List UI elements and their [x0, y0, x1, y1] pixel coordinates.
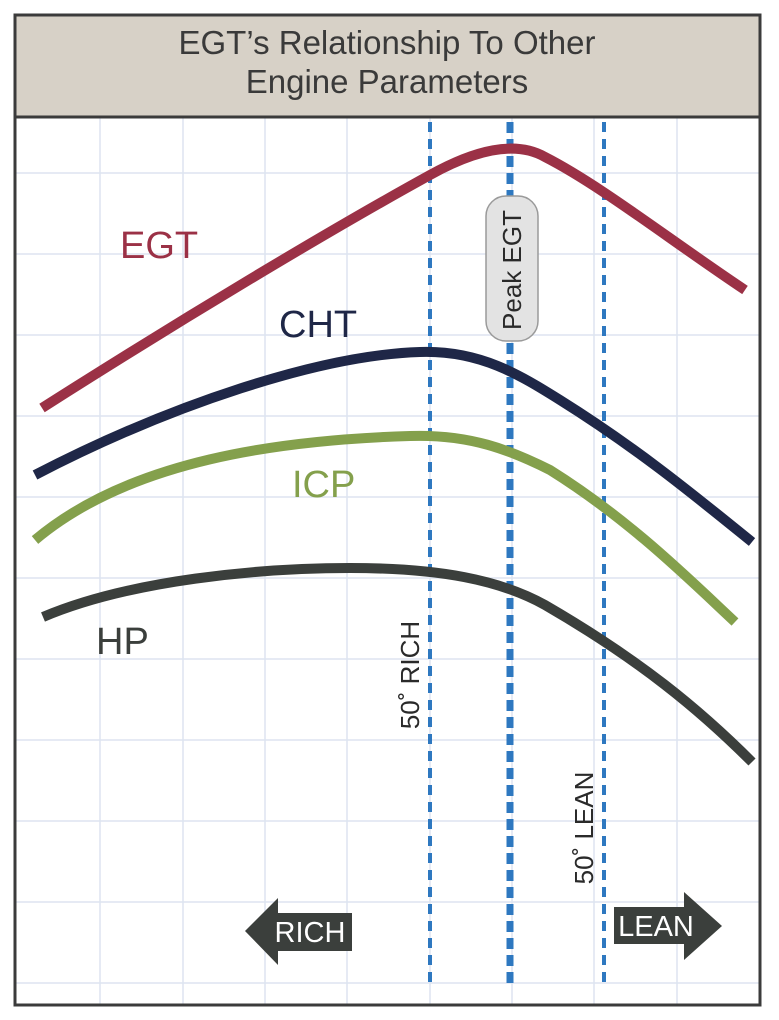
rich-arrow-label: RICH	[275, 917, 346, 949]
cht-curve	[32, 346, 756, 546]
egt-curve	[39, 143, 748, 413]
lean-50-label: 50˚ LEAN	[569, 772, 599, 885]
rich-50-label: 50˚ RICH	[395, 621, 425, 729]
outer-frame	[13, 13, 762, 1007]
peak-egt-label: Peak EGT	[497, 210, 527, 330]
rich-arrow	[245, 898, 352, 965]
icp-curve	[31, 430, 739, 626]
egt-label: EGT	[120, 225, 198, 267]
cht-label: CHT	[279, 304, 357, 346]
title-line-2: Engine Parameters	[246, 63, 528, 100]
plot-background	[15, 117, 760, 1005]
title-bar	[15, 15, 760, 117]
hp-label: HP	[96, 621, 149, 663]
title-line-1: EGT’s Relationship To Other	[179, 24, 596, 61]
peak-egt-box	[485, 195, 539, 342]
lean-arrow-label: LEAN	[618, 911, 694, 943]
icp-label: ICP	[292, 464, 355, 506]
hp-curve	[41, 563, 756, 766]
lean-arrow	[614, 892, 722, 960]
